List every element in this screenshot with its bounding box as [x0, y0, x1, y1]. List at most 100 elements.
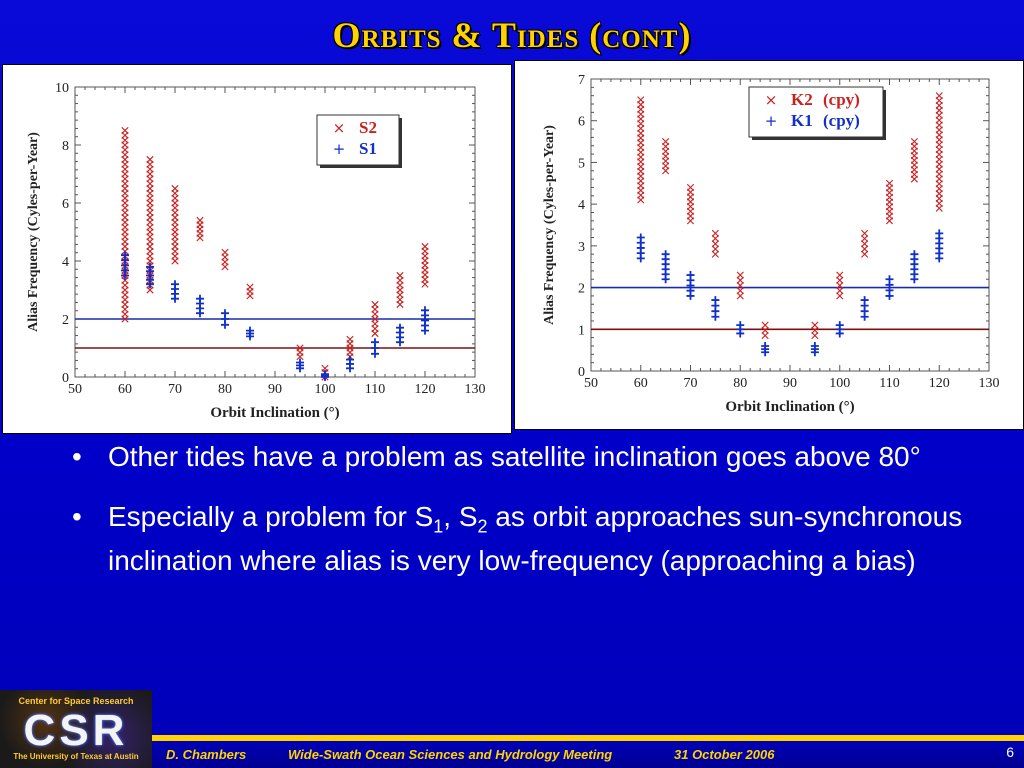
- bullet-dot: •: [72, 501, 82, 532]
- plot-frame: [74, 86, 476, 378]
- legend-box: [316, 114, 400, 166]
- x-tick-label: 60: [634, 376, 648, 391]
- data-point: [761, 321, 769, 329]
- legend-label: K1: [791, 111, 813, 130]
- data-point: [711, 250, 719, 258]
- data-point: [861, 234, 869, 243]
- data-point: [196, 294, 204, 303]
- x-tick-label: 100: [829, 376, 850, 391]
- chart-legend: × K2 (cpy) + K1 (cpy): [748, 86, 886, 140]
- y-tick-label: 2: [62, 313, 69, 328]
- data-point: [686, 271, 695, 280]
- x-tick-label: 110: [879, 376, 899, 391]
- data-point: [860, 296, 869, 305]
- y-tick-label: 0: [578, 365, 585, 380]
- series-s2: [121, 126, 429, 381]
- data-point: [736, 321, 745, 330]
- data-point: [761, 331, 769, 340]
- data-point: [761, 326, 769, 334]
- data-point: [146, 262, 154, 271]
- x-tick-label: 50: [584, 376, 598, 391]
- data-point: [835, 321, 844, 330]
- data-point: [811, 321, 819, 329]
- x-tick-label: 100: [315, 382, 336, 397]
- data-point: [396, 323, 404, 332]
- data-point: [861, 250, 869, 258]
- y-tick-label: 8: [62, 139, 69, 154]
- data-point: [321, 370, 329, 379]
- data-point: [836, 292, 844, 300]
- data-point: [636, 233, 645, 242]
- data-point: [661, 250, 670, 259]
- bullet-dot: •: [72, 441, 82, 472]
- data-point: [421, 306, 429, 315]
- subscript: 1: [433, 516, 444, 537]
- footer-date: 31 October 2006: [674, 747, 775, 762]
- bullet-item-1: • Other tides have a problem as satellit…: [72, 440, 972, 474]
- data-point: [761, 341, 770, 350]
- data-point: [861, 240, 869, 248]
- data-point: [836, 271, 844, 279]
- legend-unit: (cpy): [823, 111, 860, 130]
- y-tick-label: 4: [62, 255, 69, 270]
- x-tick-label: 120: [929, 376, 950, 391]
- data-point: [861, 245, 869, 253]
- data-point: [736, 287, 744, 295]
- data-point: [836, 281, 844, 290]
- data-point: [296, 344, 304, 352]
- footer-meeting: Wide-Swath Ocean Sciences and Hydrology …: [288, 747, 613, 762]
- x-tick-label: 110: [365, 382, 385, 397]
- x-tick-label: 90: [783, 376, 797, 391]
- data-point: [935, 229, 944, 238]
- data-point: [296, 358, 304, 367]
- legend-label: S1: [359, 139, 377, 158]
- legend-box: [748, 86, 884, 138]
- data-point: [121, 251, 129, 260]
- data-point: [421, 242, 429, 251]
- logo-bottom-text: The University of Texas at Austin: [13, 752, 139, 761]
- y-axis-label: Alias Frequency (Cyles-per-Year): [26, 132, 41, 332]
- data-point: [711, 240, 719, 248]
- footer-divider: [152, 735, 1024, 741]
- data-point: [396, 271, 404, 280]
- data-point: [711, 234, 719, 243]
- data-point: [861, 229, 869, 237]
- data-point: [811, 331, 819, 340]
- y-tick-label: 5: [578, 156, 585, 171]
- data-point: [121, 126, 129, 135]
- bullet-text: Other tides have a problem as satellite …: [108, 441, 921, 472]
- data-point: [321, 364, 329, 372]
- y-tick-label: 6: [62, 197, 69, 212]
- legend-marker: +: [333, 140, 346, 158]
- logo-top-text: Center for Space Research: [18, 696, 134, 706]
- data-point: [246, 283, 254, 291]
- chart-s2-s1: 50 60 70 80 90 100 110 120 130 0 2 4 6 8 10 Orbit Incli…: [26, 81, 486, 421]
- data-point: [221, 309, 229, 318]
- x-tick-label: 130: [465, 382, 486, 397]
- data-point: [662, 137, 670, 146]
- subscript: 2: [477, 516, 488, 537]
- bullet-text-part: Especially a problem for S: [108, 501, 434, 532]
- data-point: [910, 250, 919, 259]
- data-point: [736, 276, 744, 284]
- data-point: [736, 271, 744, 279]
- y-tick-label: 3: [578, 240, 585, 255]
- bullet-list: • Other tides have a problem as satellit…: [72, 440, 972, 604]
- x-tick-label: 70: [168, 382, 182, 397]
- data-point: [171, 184, 179, 193]
- y-tick-label: 1: [578, 323, 585, 338]
- y-axis-label: Alias Frequency (Cyles-per-Year): [542, 125, 557, 325]
- data-point: [736, 292, 744, 300]
- x-tick-label: 80: [218, 382, 232, 397]
- x-tick-label: 60: [118, 382, 132, 397]
- page-number: 6: [1006, 744, 1014, 760]
- chart-panel-s2-s1: 50 60 70 80 90 100 110 120 130 0 2 4 6 8 10 Orbit Incli…: [2, 64, 512, 434]
- data-point: [171, 280, 179, 289]
- x-tick-label: 90: [268, 382, 282, 397]
- bullet-text-part: as orbit approaches sun-synchronous incl…: [108, 501, 963, 576]
- x-tick-label: 50: [68, 382, 82, 397]
- x-tick-label: 130: [979, 376, 1000, 391]
- data-point: [346, 335, 354, 343]
- legend-marker: +: [765, 112, 778, 130]
- chart-legend: × S2 + S1: [316, 114, 402, 168]
